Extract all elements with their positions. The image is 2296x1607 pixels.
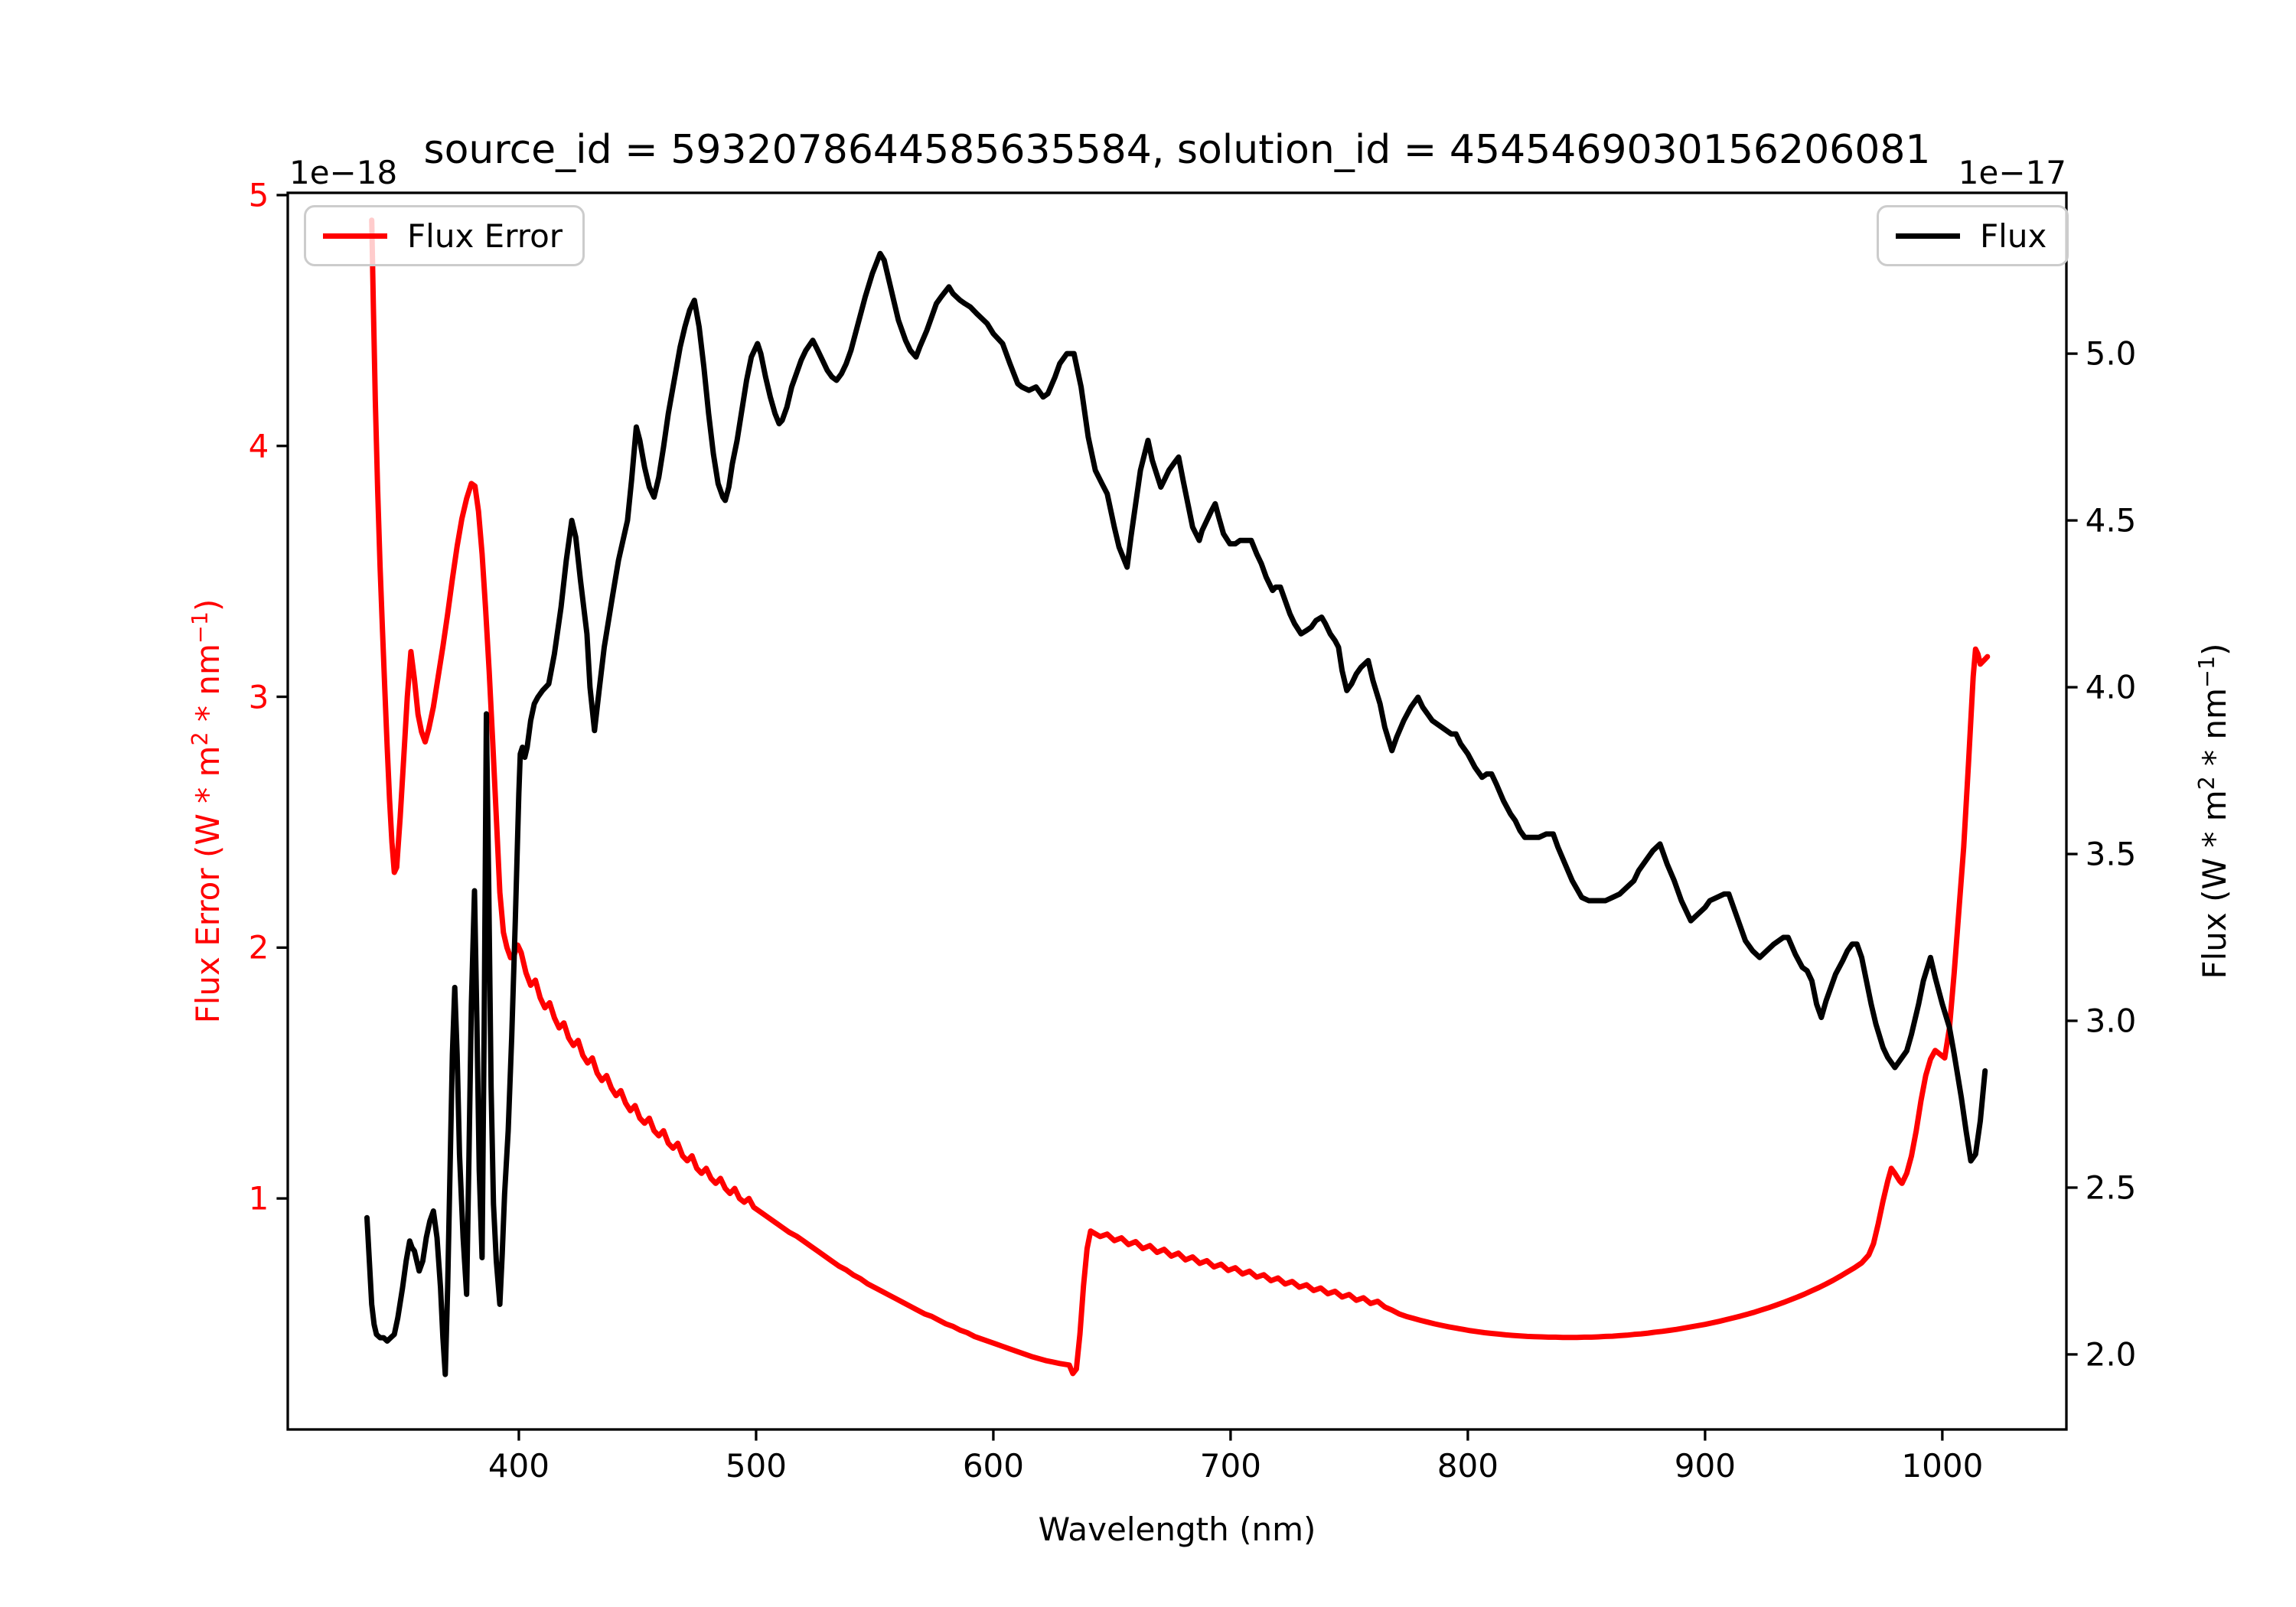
right-axis-offset-text: 1e−17 — [1958, 154, 2066, 191]
right-axis-label-sup2: 2 — [2193, 776, 2219, 790]
right-tick-label: 5.0 — [2085, 334, 2137, 373]
x-axis-label: Wavelength (nm) — [1038, 1511, 1316, 1548]
plot-area — [276, 191, 2078, 1441]
left-tick-label: 2 — [248, 928, 269, 966]
x-tick-label: 700 — [1199, 1446, 1261, 1485]
right-tick-label: 3.5 — [2085, 835, 2137, 873]
x-tick-label: 1000 — [1901, 1446, 1984, 1485]
right-tick-label: 2.0 — [2085, 1335, 2137, 1374]
right-tick-label: 4.5 — [2085, 501, 2137, 539]
left-tick-label: 4 — [248, 427, 269, 465]
left-tick-label: 5 — [248, 176, 269, 214]
flux-error-curve — [369, 217, 1991, 1377]
x-tick-label: 600 — [962, 1446, 1024, 1485]
legend-label-flux: Flux — [1980, 217, 2047, 255]
right-axis-label-sup-minus1: −1 — [2193, 655, 2219, 688]
chart-title: source_id = 5932078644585635584, solutio… — [423, 127, 1931, 173]
right-tick-label: 2.5 — [2085, 1169, 2137, 1207]
legend-flux: Flux — [1877, 205, 2069, 266]
x-tick-label: 800 — [1437, 1446, 1499, 1485]
flux-curve — [364, 250, 1988, 1377]
right-axis-label-text2: * nm — [2196, 687, 2233, 777]
left-axis-label-text2: * nm — [189, 644, 227, 732]
left-axis-offset-text: 1e−18 — [289, 154, 398, 191]
x-tick-label: 500 — [725, 1446, 787, 1485]
left-axis-label: Flux Error (W * m2 * nm−1) — [187, 599, 227, 1024]
right-axis-label-text: Flux (W * m — [2196, 790, 2233, 980]
legend-label-flux-error: Flux Error — [407, 217, 563, 255]
right-tick-label: 3.0 — [2085, 1002, 2137, 1040]
legend-line-flux-error — [323, 233, 387, 239]
right-axis-label: Flux (W * m2 * nm−1) — [2193, 643, 2233, 979]
right-tick-label: 4.0 — [2085, 668, 2137, 706]
left-tick-label: 1 — [248, 1179, 269, 1217]
plot-border — [286, 191, 2068, 1431]
right-axis-label-text3: ) — [2196, 643, 2233, 656]
left-axis-label-sup2: 2 — [187, 732, 213, 746]
x-tick-label: 900 — [1674, 1446, 1736, 1485]
x-tick-label: 400 — [488, 1446, 550, 1485]
left-axis-label-sup-minus1: −1 — [187, 611, 213, 644]
legend-flux-error: Flux Error — [304, 205, 585, 266]
legend-line-flux — [1896, 233, 1960, 239]
left-axis-label-text3: ) — [189, 598, 227, 611]
left-axis-label-text: Flux Error (W * m — [189, 745, 227, 1024]
left-tick-label: 3 — [248, 678, 269, 716]
